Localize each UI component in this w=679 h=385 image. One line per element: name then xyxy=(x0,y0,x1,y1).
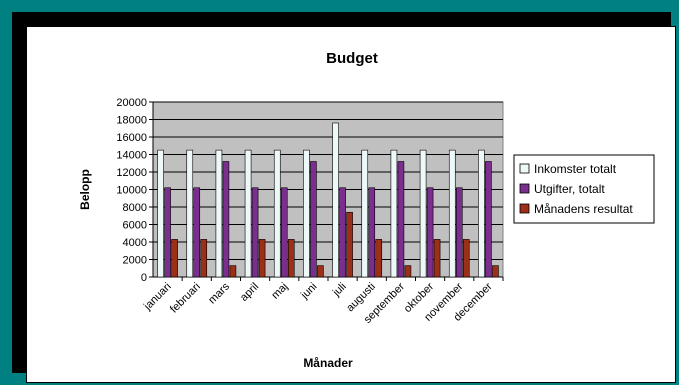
y-tick-label: 4000 xyxy=(123,237,147,249)
bar-m-nadens-resultat-augusti xyxy=(375,239,383,278)
legend-swatch xyxy=(519,203,530,214)
bar-m-nadens-resultat-maj xyxy=(287,239,295,278)
bar-inkomster-totalt-juli xyxy=(332,122,339,278)
bar-utgifter-totalt-mars xyxy=(222,161,230,278)
y-tick-label: 16000 xyxy=(116,132,147,144)
bar-utgifter-totalt-september xyxy=(397,161,405,278)
bar-m-nadens-resultat-september xyxy=(404,265,412,278)
x-tick-label: februari xyxy=(168,281,203,316)
bar-inkomster-totalt-april xyxy=(244,149,252,278)
legend-label: Månadens resultat xyxy=(534,202,633,216)
bar-inkomster-totalt-november xyxy=(448,149,456,278)
bar-inkomster-totalt-december xyxy=(478,149,485,278)
y-tick-label: 20000 xyxy=(116,97,147,109)
bar-m-nadens-resultat-april xyxy=(258,239,266,278)
y-tick-label: 0 xyxy=(141,272,147,284)
budget-chart: Budget 0 2000 4000 6000 8000 10000 12000 14000 1… xyxy=(78,50,655,370)
bar-m-nadens-resultat-januari xyxy=(171,239,178,278)
bar-inkomster-totalt-maj xyxy=(273,149,281,278)
y-tick-label: 14000 xyxy=(116,150,147,162)
legend-swatch xyxy=(519,183,530,194)
y-tick-label: 18000 xyxy=(116,115,147,127)
bar-m-nadens-resultat-mars xyxy=(229,265,237,278)
bar-m-nadens-resultat-november xyxy=(462,239,470,278)
bar-m-nadens-resultat-juli xyxy=(346,211,353,278)
legend-label: Utgifter, totalt xyxy=(534,182,605,196)
legend-label: Inkomster totalt xyxy=(534,162,617,176)
bar-utgifter-totalt-juni xyxy=(310,161,317,278)
x-axis-title: Månader xyxy=(303,356,353,370)
plot-area: 0 2000 4000 6000 8000 10000 12000 14000 16000 180… xyxy=(116,97,504,326)
y-tick-label: 6000 xyxy=(123,220,147,232)
bar-utgifter-totalt-maj xyxy=(280,187,288,278)
bar-inkomster-totalt-januari xyxy=(157,149,164,278)
y-tick-label: 2000 xyxy=(123,255,147,267)
x-tick-label: april xyxy=(238,281,261,304)
bar-inkomster-totalt-februari xyxy=(186,149,194,278)
x-tick-label: mars xyxy=(206,280,232,306)
bar-utgifter-totalt-oktober xyxy=(426,187,434,278)
bar-inkomster-totalt-mars xyxy=(215,149,223,278)
bar-m-nadens-resultat-oktober xyxy=(433,239,441,278)
legend-box xyxy=(513,154,655,224)
bar-utgifter-totalt-januari xyxy=(164,187,171,278)
bar-inkomster-totalt-augusti xyxy=(361,149,369,278)
chart-area: Budget 0 2000 4000 6000 8000 10000 12000 14000 1… xyxy=(26,26,676,383)
bar-inkomster-totalt-oktober xyxy=(419,149,427,278)
legend: Inkomster totalt Utgifter, totalt Månadens… xyxy=(513,154,655,224)
y-tick-label: 8000 xyxy=(123,202,147,214)
bar-inkomster-totalt-juni xyxy=(303,149,310,278)
bar-utgifter-totalt-april xyxy=(251,187,259,278)
legend-swatch xyxy=(519,163,530,174)
bar-inkomster-totalt-september xyxy=(390,149,398,278)
y-tick-label: 12000 xyxy=(116,167,147,179)
y-axis-title: Belopp xyxy=(78,169,92,210)
chart-title: Budget xyxy=(326,50,378,67)
bar-utgifter-totalt-november xyxy=(455,187,463,278)
y-tick-label: 10000 xyxy=(116,185,147,197)
bar-utgifter-totalt-december xyxy=(485,161,492,278)
x-tick-label: maj xyxy=(269,281,290,302)
x-tick-label: juni xyxy=(298,281,319,302)
bar-m-nadens-resultat-februari xyxy=(200,239,208,278)
bar-utgifter-totalt-augusti xyxy=(368,187,376,278)
bar-utgifter-totalt-juli xyxy=(339,187,346,278)
bar-m-nadens-resultat-december xyxy=(492,265,499,278)
bar-utgifter-totalt-februari xyxy=(193,187,201,278)
bar-m-nadens-resultat-juni xyxy=(317,265,324,278)
x-tick-label: juli xyxy=(330,281,349,300)
